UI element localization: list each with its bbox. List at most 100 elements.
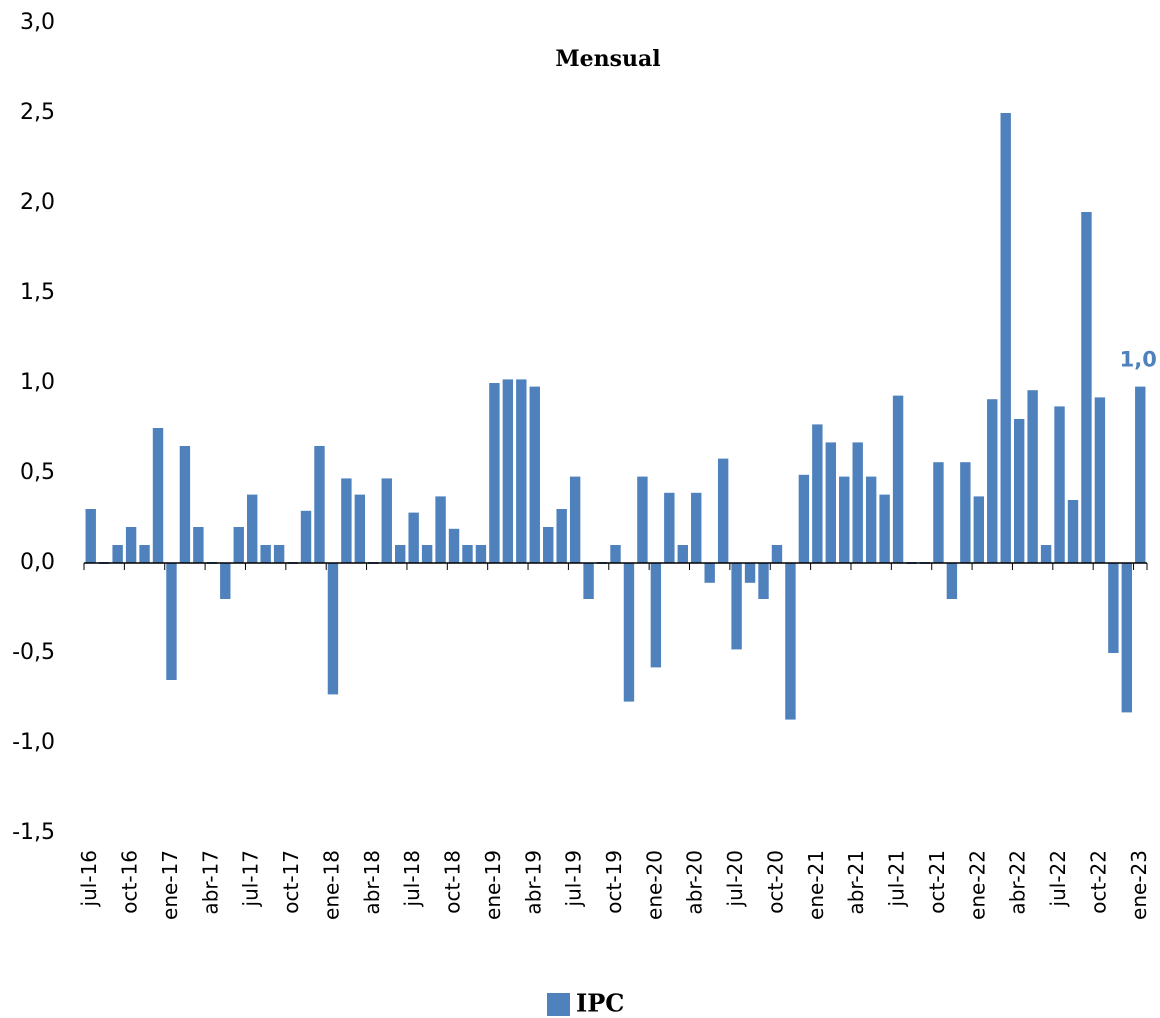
legend-swatch — [547, 993, 570, 1016]
bar — [502, 379, 514, 563]
x-tick-label: oct-19 — [602, 850, 626, 914]
x-tick-label: abr-20 — [683, 850, 707, 915]
bar — [1013, 419, 1025, 563]
bar — [489, 383, 500, 563]
x-tick-label: jul-22 — [1046, 850, 1070, 907]
x-tick-label: jul-17 — [239, 850, 263, 907]
bar — [664, 492, 675, 563]
bar — [246, 494, 258, 563]
bar — [892, 395, 904, 563]
bar — [960, 462, 971, 563]
bar — [408, 512, 419, 563]
x-tick-label: oct-22 — [1086, 850, 1110, 914]
bar — [1054, 406, 1065, 563]
x-tick-label: jul-20 — [723, 850, 747, 907]
x-tick-label: abr-21 — [844, 850, 868, 915]
bar — [785, 563, 796, 720]
y-tick-label: 0,0 — [20, 550, 55, 575]
y-tick-label: 3,0 — [20, 10, 55, 35]
bar — [946, 563, 958, 599]
bar — [556, 509, 567, 563]
x-tick-label: oct-18 — [441, 850, 465, 914]
legend-label: IPC — [576, 989, 624, 1018]
bar — [610, 545, 621, 563]
bar — [933, 462, 944, 563]
bar — [233, 527, 244, 563]
bar — [744, 563, 756, 583]
x-tick-label: abr-18 — [360, 850, 384, 915]
x-tick-label: ene-22 — [965, 850, 989, 920]
bar — [825, 442, 836, 563]
bar — [677, 545, 688, 563]
bar — [583, 563, 594, 599]
y-tick-label: -0,5 — [12, 640, 55, 665]
bar — [125, 527, 137, 563]
x-tick-label: abr-17 — [198, 850, 222, 915]
bar — [341, 478, 352, 563]
x-tick-label: jul-19 — [562, 850, 586, 907]
bar — [179, 446, 191, 563]
y-tick-label: 1,0 — [20, 370, 55, 395]
bar — [1000, 113, 1011, 563]
bar — [758, 563, 769, 599]
bar — [569, 476, 581, 563]
y-tick-label: -1,0 — [12, 730, 55, 755]
bar — [327, 563, 339, 695]
bar — [139, 545, 150, 563]
bar — [987, 399, 998, 563]
bar — [421, 545, 433, 563]
bar — [475, 545, 487, 563]
bar — [354, 494, 366, 563]
bar — [193, 527, 204, 563]
x-tick-label: ene-19 — [481, 850, 505, 920]
bar — [395, 545, 406, 563]
bar — [1094, 397, 1106, 563]
bar — [1108, 563, 1119, 653]
bar — [1027, 390, 1038, 563]
bar — [973, 496, 985, 563]
x-tick-label: ene-20 — [642, 850, 666, 920]
bar — [462, 545, 473, 563]
x-tick-label: oct-17 — [279, 850, 303, 914]
bar — [112, 545, 123, 563]
bar — [650, 563, 662, 668]
bar — [812, 424, 823, 563]
bar — [691, 492, 702, 563]
bar — [516, 379, 527, 563]
bar — [865, 476, 877, 563]
bar — [435, 496, 446, 563]
x-tick-label: ene-18 — [319, 850, 343, 920]
bar — [1081, 212, 1092, 563]
bar — [731, 563, 742, 650]
bar — [1121, 563, 1133, 713]
bar — [300, 510, 312, 563]
chart-title: Mensual — [555, 46, 660, 72]
bar — [529, 386, 540, 563]
bar — [166, 563, 177, 680]
x-tick-label: oct-20 — [763, 850, 787, 914]
x-tick-label: ene-21 — [804, 850, 828, 920]
bar — [260, 545, 271, 563]
bar — [879, 494, 890, 563]
bar — [1135, 386, 1146, 563]
data-label: 1,0 — [1120, 348, 1157, 372]
bar — [637, 476, 648, 563]
bar — [839, 476, 850, 563]
bar — [543, 527, 554, 563]
x-tick-label: ene-17 — [158, 850, 182, 920]
bar — [623, 563, 635, 702]
x-tick-label: abr-19 — [521, 850, 545, 915]
bar — [798, 474, 810, 563]
bar — [704, 563, 715, 583]
y-tick-label: -1,5 — [12, 820, 55, 845]
bar — [448, 528, 460, 563]
y-tick-label: 0,5 — [20, 460, 55, 485]
bar — [1040, 545, 1052, 563]
x-tick-label: oct-16 — [118, 850, 142, 914]
x-tick-label: ene-23 — [1127, 850, 1151, 920]
bar — [771, 545, 783, 563]
bar — [314, 446, 325, 563]
bar — [852, 442, 863, 563]
bar — [220, 563, 231, 599]
